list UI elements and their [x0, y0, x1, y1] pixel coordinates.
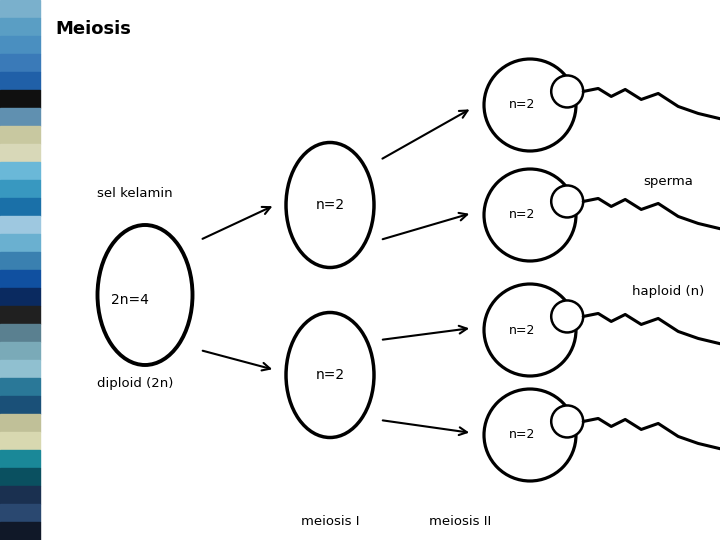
- Bar: [0, 198, 40, 216]
- Text: sel kelamin: sel kelamin: [97, 187, 173, 200]
- Text: meiosis I: meiosis I: [301, 515, 359, 528]
- Ellipse shape: [286, 313, 374, 437]
- Bar: [0, 288, 40, 306]
- Bar: [0, 468, 40, 486]
- Bar: [0, 378, 40, 396]
- Bar: [0, 144, 40, 162]
- Circle shape: [552, 300, 583, 333]
- Bar: [0, 360, 40, 378]
- Text: haploid (n): haploid (n): [632, 285, 704, 298]
- Circle shape: [484, 59, 576, 151]
- Bar: [0, 162, 40, 180]
- Bar: [0, 504, 40, 522]
- Circle shape: [484, 169, 576, 261]
- Bar: [0, 72, 40, 90]
- Bar: [0, 126, 40, 144]
- Bar: [0, 306, 40, 324]
- Circle shape: [552, 406, 583, 437]
- Bar: [0, 90, 40, 108]
- Text: n=2: n=2: [509, 208, 535, 221]
- Bar: [0, 270, 40, 288]
- Bar: [0, 108, 40, 126]
- Text: n=2: n=2: [509, 429, 535, 442]
- Bar: [0, 216, 40, 234]
- Bar: [0, 342, 40, 360]
- Bar: [0, 522, 40, 540]
- Circle shape: [552, 76, 583, 107]
- Bar: [0, 18, 40, 36]
- Text: n=2: n=2: [315, 198, 345, 212]
- Bar: [0, 414, 40, 432]
- Bar: [0, 234, 40, 252]
- Circle shape: [484, 389, 576, 481]
- Text: n=2: n=2: [509, 98, 535, 111]
- Bar: [0, 450, 40, 468]
- Text: meiosis II: meiosis II: [429, 515, 491, 528]
- Bar: [0, 324, 40, 342]
- Text: diploid (2n): diploid (2n): [96, 377, 174, 390]
- Bar: [0, 396, 40, 414]
- Ellipse shape: [286, 143, 374, 267]
- Bar: [0, 432, 40, 450]
- Text: Meiosis: Meiosis: [55, 20, 131, 38]
- Bar: [0, 54, 40, 72]
- Text: n=2: n=2: [509, 323, 535, 336]
- Text: 2n=4: 2n=4: [111, 293, 149, 307]
- Bar: [0, 0, 40, 18]
- Bar: [0, 36, 40, 54]
- Bar: [0, 252, 40, 270]
- Circle shape: [484, 284, 576, 376]
- Text: n=2: n=2: [315, 368, 345, 382]
- Text: sperma: sperma: [643, 175, 693, 188]
- Bar: [0, 486, 40, 504]
- Bar: [0, 180, 40, 198]
- Circle shape: [552, 185, 583, 218]
- Ellipse shape: [97, 225, 192, 365]
